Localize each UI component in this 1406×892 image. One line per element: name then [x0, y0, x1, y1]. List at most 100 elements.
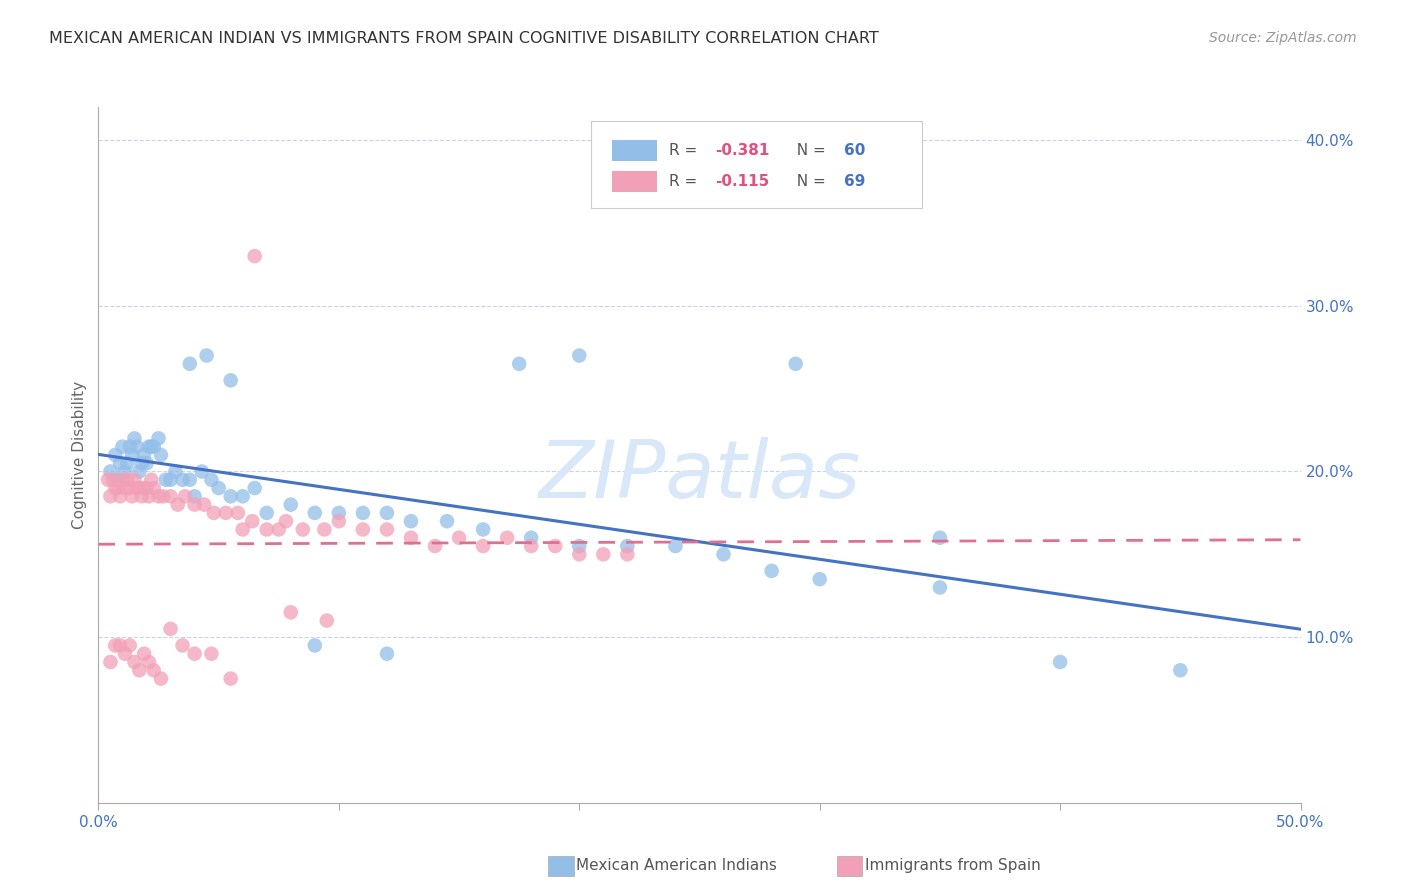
Point — [568, 539, 591, 553]
Point — [399, 531, 422, 545]
Point — [149, 448, 172, 462]
Point — [291, 523, 314, 537]
Point — [352, 506, 374, 520]
Point — [1049, 655, 1071, 669]
Point — [132, 481, 155, 495]
Point — [352, 523, 374, 537]
Point — [172, 473, 194, 487]
Point — [132, 448, 155, 462]
Point — [148, 431, 170, 445]
Point — [142, 440, 165, 454]
Point — [472, 539, 495, 553]
Text: 60: 60 — [844, 143, 865, 158]
Point — [121, 448, 143, 462]
Text: ZIPatlas: ZIPatlas — [538, 437, 860, 515]
Point — [761, 564, 783, 578]
Point — [131, 489, 153, 503]
Point — [124, 431, 146, 445]
Point — [375, 647, 398, 661]
Point — [808, 572, 831, 586]
Point — [568, 547, 591, 561]
Point — [508, 357, 530, 371]
Point — [183, 498, 205, 512]
Point — [219, 489, 242, 503]
Point — [219, 672, 242, 686]
Point — [208, 481, 231, 495]
Point — [141, 473, 163, 487]
Point — [124, 655, 146, 669]
Point — [111, 440, 134, 454]
Point — [713, 547, 735, 561]
Text: Immigrants from Spain: Immigrants from Spain — [865, 858, 1040, 872]
Point — [183, 647, 205, 661]
Point — [125, 481, 148, 495]
Point — [472, 523, 495, 537]
Point — [166, 498, 188, 512]
Point — [108, 456, 131, 470]
Point — [568, 349, 591, 363]
Point — [375, 523, 398, 537]
Point — [267, 523, 290, 537]
Point — [131, 456, 153, 470]
Bar — [612, 171, 658, 192]
Point — [423, 539, 446, 553]
Point — [117, 456, 139, 470]
Point — [274, 514, 297, 528]
Point — [436, 514, 458, 528]
Bar — [612, 140, 658, 161]
Point — [520, 531, 543, 545]
Point — [114, 465, 136, 479]
Point — [135, 481, 157, 495]
Point — [148, 489, 170, 503]
Point — [375, 506, 398, 520]
Point — [118, 440, 141, 454]
Point — [138, 655, 160, 669]
Point — [117, 473, 139, 487]
FancyBboxPatch shape — [592, 121, 922, 208]
Point — [226, 506, 249, 520]
Text: N =: N = — [787, 174, 831, 189]
Point — [128, 481, 150, 495]
Point — [195, 349, 218, 363]
Point — [616, 539, 638, 553]
Point — [124, 473, 146, 487]
Point — [202, 506, 225, 520]
Point — [172, 639, 194, 653]
Point — [121, 489, 143, 503]
Point — [280, 498, 302, 512]
Point — [232, 523, 254, 537]
Point — [193, 498, 215, 512]
Point — [165, 465, 187, 479]
Text: R =: R = — [669, 143, 703, 158]
Point — [315, 614, 337, 628]
Point — [304, 639, 326, 653]
Point — [107, 481, 129, 495]
Point — [118, 639, 141, 653]
Point — [107, 473, 129, 487]
Point — [256, 506, 278, 520]
Point — [132, 647, 155, 661]
Point — [243, 249, 266, 263]
Point — [664, 539, 686, 553]
Point — [138, 489, 160, 503]
Text: R =: R = — [669, 174, 703, 189]
Point — [108, 639, 131, 653]
Point — [100, 655, 122, 669]
Point — [149, 672, 172, 686]
Point — [159, 473, 181, 487]
Point — [232, 489, 254, 503]
Point — [179, 357, 201, 371]
Point — [928, 581, 950, 595]
Point — [240, 514, 263, 528]
Point — [142, 663, 165, 677]
Point — [280, 605, 302, 619]
Point — [496, 531, 519, 545]
Point — [128, 663, 150, 677]
Point — [114, 647, 136, 661]
Point — [314, 523, 336, 537]
Point — [447, 531, 470, 545]
Point — [125, 440, 148, 454]
Point — [179, 473, 201, 487]
Point — [100, 489, 122, 503]
Point — [104, 481, 127, 495]
